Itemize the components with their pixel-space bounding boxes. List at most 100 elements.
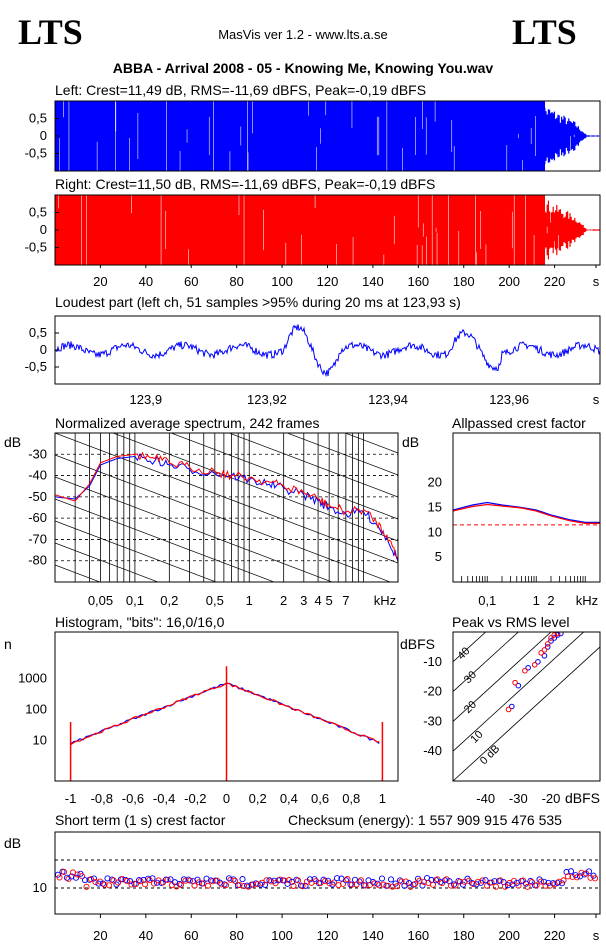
stc-point-left xyxy=(320,876,327,883)
stc-point-left xyxy=(401,882,408,889)
logo-right: LTS xyxy=(512,12,577,52)
stc-point-left xyxy=(549,880,557,887)
stc-point-left xyxy=(378,875,386,882)
left-waveform-ytick: 0 xyxy=(40,128,47,143)
stc-point-right xyxy=(492,883,500,890)
allpassed-xtick: 0,1 xyxy=(478,593,496,608)
logo-left: LTS xyxy=(18,12,83,52)
loudest-xtick: 123,94 xyxy=(368,392,408,407)
pvr-point xyxy=(544,641,551,647)
stc-point-right xyxy=(578,869,585,876)
stc-point-right xyxy=(533,882,540,889)
stc-ytick: 10 xyxy=(33,880,47,895)
waveform-xtick: 160 xyxy=(407,274,429,289)
stc-title: Short term (1 s) crest factor xyxy=(55,812,226,828)
spectrum-xtick: 2 xyxy=(280,593,287,608)
pvr-point xyxy=(525,664,531,671)
stc-point-right xyxy=(420,878,428,885)
spectrum-xtick: 5 xyxy=(326,593,333,608)
stc-xtick: 220 xyxy=(544,928,566,943)
stc-point-left xyxy=(441,877,449,884)
allpassed-title: Allpassed crest factor xyxy=(452,415,586,431)
spectrum-series-1 xyxy=(55,451,398,559)
stc-point-left xyxy=(239,876,246,883)
pvr-diag-label: 0 dB xyxy=(478,743,502,767)
pvr-point xyxy=(512,679,518,686)
spectrum-xtick: 0,5 xyxy=(206,593,224,608)
allpassed-ytick: 5 xyxy=(435,549,442,564)
pvr-xtick: -20 xyxy=(542,791,561,806)
waveform-xtick: 220 xyxy=(544,274,566,289)
stc-xtick: 200 xyxy=(498,928,520,943)
spectrum-xtick: 1 xyxy=(246,593,253,608)
allpassed-xtick: kHz xyxy=(576,593,598,608)
waveform-xtick: 100 xyxy=(271,274,293,289)
spectrum-xtick: 0,1 xyxy=(126,593,144,608)
histogram-xtick: -0,4 xyxy=(153,791,175,806)
stc-point-right xyxy=(87,876,95,883)
loudest-part-plot xyxy=(55,324,600,378)
stc-plot xyxy=(55,859,600,890)
stc-point-right xyxy=(515,882,522,889)
stc-point-right xyxy=(281,877,288,884)
pvr-point xyxy=(548,638,554,644)
stc-point-left xyxy=(396,877,404,884)
loudest-xtick: 123,9 xyxy=(130,392,163,407)
stc-point-right xyxy=(191,882,198,889)
stc-xtick: 160 xyxy=(407,928,429,943)
stc-point-right xyxy=(330,879,338,886)
histogram-xtick: -0,6 xyxy=(122,791,144,806)
stc-point-left xyxy=(567,868,575,875)
pvr-diag-label: 10 xyxy=(468,729,485,746)
histogram-xtick: 0,2 xyxy=(249,791,267,806)
allpassed-ytick: 10 xyxy=(428,524,442,539)
stc-point-left xyxy=(585,868,593,875)
pvr-ytick: -20 xyxy=(423,684,442,699)
waveform-xtick: 20 xyxy=(93,274,107,289)
loudest-xtick: 123,92 xyxy=(247,392,287,407)
pvr-point xyxy=(551,635,558,641)
stc-point-right xyxy=(276,876,284,883)
stc-point-right xyxy=(240,882,248,890)
right-waveform-body xyxy=(55,195,545,265)
stc-point-right xyxy=(258,879,266,886)
pvr-xlabel: dBFS xyxy=(565,790,600,806)
stc-point-right xyxy=(569,873,576,880)
pvr-point xyxy=(554,632,561,637)
histogram-xtick: -1 xyxy=(65,791,77,806)
stc-point-left xyxy=(342,877,350,884)
pvr-point xyxy=(535,659,541,665)
pvr-point xyxy=(551,632,558,638)
stc-point-right xyxy=(249,881,257,888)
stc-frame xyxy=(54,831,601,915)
spectrum-title: Normalized average spectrum, 242 frames xyxy=(55,415,320,431)
stc-point-right xyxy=(146,876,153,883)
stc-point-right xyxy=(105,882,113,889)
stc-point-right xyxy=(56,874,63,881)
right-waveform-plot xyxy=(55,195,600,265)
stc-point-right xyxy=(204,882,212,889)
stc-point-right xyxy=(560,877,567,884)
pvr-diag-label: 30 xyxy=(462,669,479,686)
stc-point-left xyxy=(527,877,534,885)
stc-xtick: 140 xyxy=(362,928,384,943)
spectrum-ytick: -30 xyxy=(28,446,47,461)
stc-point-right xyxy=(528,878,536,886)
stc-point-left xyxy=(333,875,341,882)
allpassed-xtick: 2 xyxy=(547,593,554,608)
left-waveform-ytick: 0,5 xyxy=(29,111,47,126)
spectrum-xtick: kHz xyxy=(374,593,396,608)
stc-point-right xyxy=(209,878,216,885)
allpassed-ytick: 15 xyxy=(428,500,442,515)
stc-point-left xyxy=(356,878,363,885)
stc-point-left xyxy=(243,882,251,889)
stc-point-right xyxy=(375,882,383,889)
pvr-point xyxy=(522,667,528,674)
file-title: ABBA - Arrival 2008 - 05 - Knowing Me, K… xyxy=(113,60,494,76)
spectrum-xtick: 0,2 xyxy=(160,593,178,608)
pvr-diag-label: 40 xyxy=(455,645,472,662)
stc-point-left xyxy=(540,878,548,885)
stc-point-right xyxy=(182,877,189,884)
histogram-xtick: -0,2 xyxy=(184,791,206,806)
loudest-xtick: 123,96 xyxy=(489,392,529,407)
